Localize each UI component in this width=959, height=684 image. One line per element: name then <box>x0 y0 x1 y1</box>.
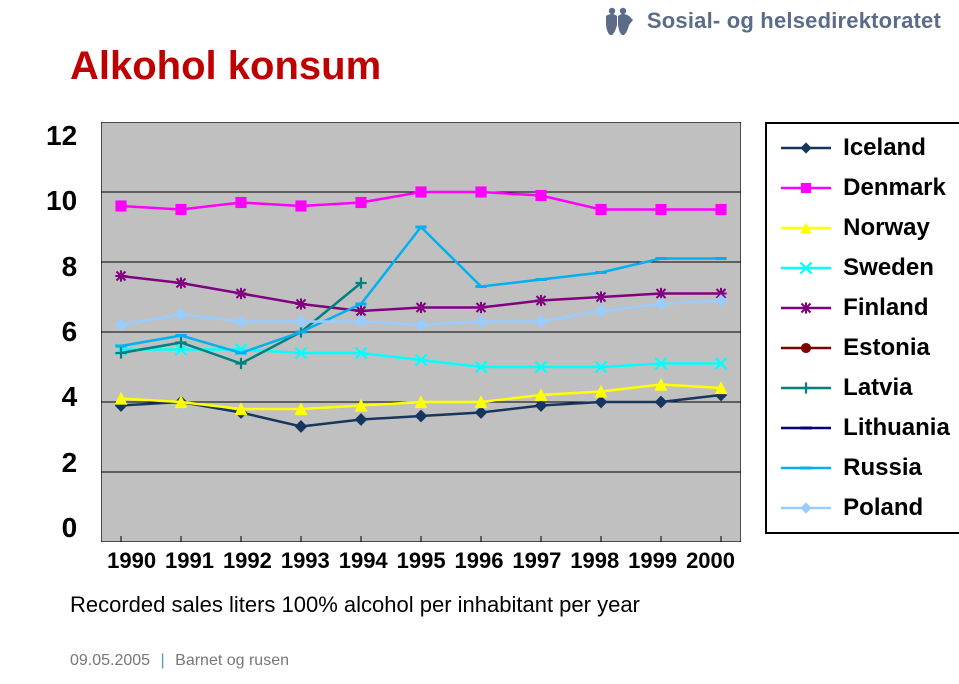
y-tick-label: 0 <box>46 514 77 542</box>
x-tick-label: 1994 <box>339 548 388 574</box>
x-axis-labels: 1990 1991 1992 1993 1994 1995 1996 1997 1998 1999… <box>101 548 741 574</box>
x-tick-label: 1998 <box>570 548 619 574</box>
y-tick-label: 10 <box>46 187 77 215</box>
legend-item: Estonia <box>779 334 950 362</box>
legend-item: Latvia <box>779 374 950 402</box>
legend-label: Lithuania <box>843 414 950 442</box>
brand-lockup: Sosial- og helsedirektoratet <box>603 6 941 36</box>
legend-label: Iceland <box>843 134 926 162</box>
chart-svg <box>101 122 741 542</box>
chart-container: 121086420 199019911992199319941995199619… <box>46 122 959 574</box>
legend-label: Denmark <box>843 174 946 202</box>
legend-item: Norway <box>779 214 950 242</box>
legend-item: Lithuania <box>779 414 950 442</box>
legend-label: Norway <box>843 214 930 242</box>
legend-marker-icon <box>779 218 833 238</box>
legend-marker-icon <box>779 378 833 398</box>
legend-item: Poland <box>779 494 950 522</box>
x-tick-label: 1991 <box>165 548 214 574</box>
slide-footer: 09.05.2005 | Barnet og rusen <box>70 652 289 670</box>
brand-logo-icon <box>603 6 639 36</box>
legend-marker-icon <box>779 298 833 318</box>
x-tick-label: 1997 <box>512 548 561 574</box>
x-tick-label: 1999 <box>628 548 677 574</box>
legend-marker-icon <box>779 178 833 198</box>
x-tick-label: 2000 <box>686 548 735 574</box>
footer-date: 09.05.2005 <box>70 652 150 669</box>
chart-legend: Iceland Denmark Norway Sweden Finland Estonia… <box>765 122 959 534</box>
legend-marker-icon <box>779 418 833 438</box>
legend-item: Denmark <box>779 174 950 202</box>
x-tick-label: 1992 <box>223 548 272 574</box>
legend-marker-icon <box>779 258 833 278</box>
legend-item: Sweden <box>779 254 950 282</box>
legend-label: Poland <box>843 494 923 522</box>
x-tick-label: 1990 <box>107 548 156 574</box>
legend-label: Finland <box>843 294 928 322</box>
x-tick-label: 1993 <box>281 548 330 574</box>
chart-plot: 1990 1991 1992 1993 1994 1995 1996 1997 1998 1999… <box>101 122 741 574</box>
legend-label: Sweden <box>843 254 934 282</box>
y-tick-label: 8 <box>46 253 77 281</box>
legend-label: Latvia <box>843 374 912 402</box>
y-tick-label: 2 <box>46 449 77 477</box>
legend-item: Finland <box>779 294 950 322</box>
y-tick-label: 4 <box>46 383 77 411</box>
legend-item: Russia <box>779 454 950 482</box>
footer-session: Barnet og rusen <box>175 652 289 669</box>
legend-marker-icon <box>779 498 833 518</box>
legend-label: Russia <box>843 454 922 482</box>
legend-marker-icon <box>779 338 833 358</box>
y-tick-label: 6 <box>46 318 77 346</box>
x-tick-label: 1996 <box>455 548 504 574</box>
chart-subtitle: Recorded sales liters 100% alcohol per i… <box>70 592 640 618</box>
legend-marker-icon <box>779 458 833 478</box>
y-axis-labels: 12 10 8 6 4 2 0 <box>46 122 77 542</box>
x-tick-label: 1995 <box>397 548 446 574</box>
y-tick-label: 12 <box>46 122 77 150</box>
footer-separator-icon: | <box>161 652 165 669</box>
legend-marker-icon <box>779 138 833 158</box>
legend-label: Estonia <box>843 334 930 362</box>
page-title: Alkohol konsum <box>70 44 381 89</box>
brand-text: Sosial- og helsedirektoratet <box>647 8 941 34</box>
legend-item: Iceland <box>779 134 950 162</box>
